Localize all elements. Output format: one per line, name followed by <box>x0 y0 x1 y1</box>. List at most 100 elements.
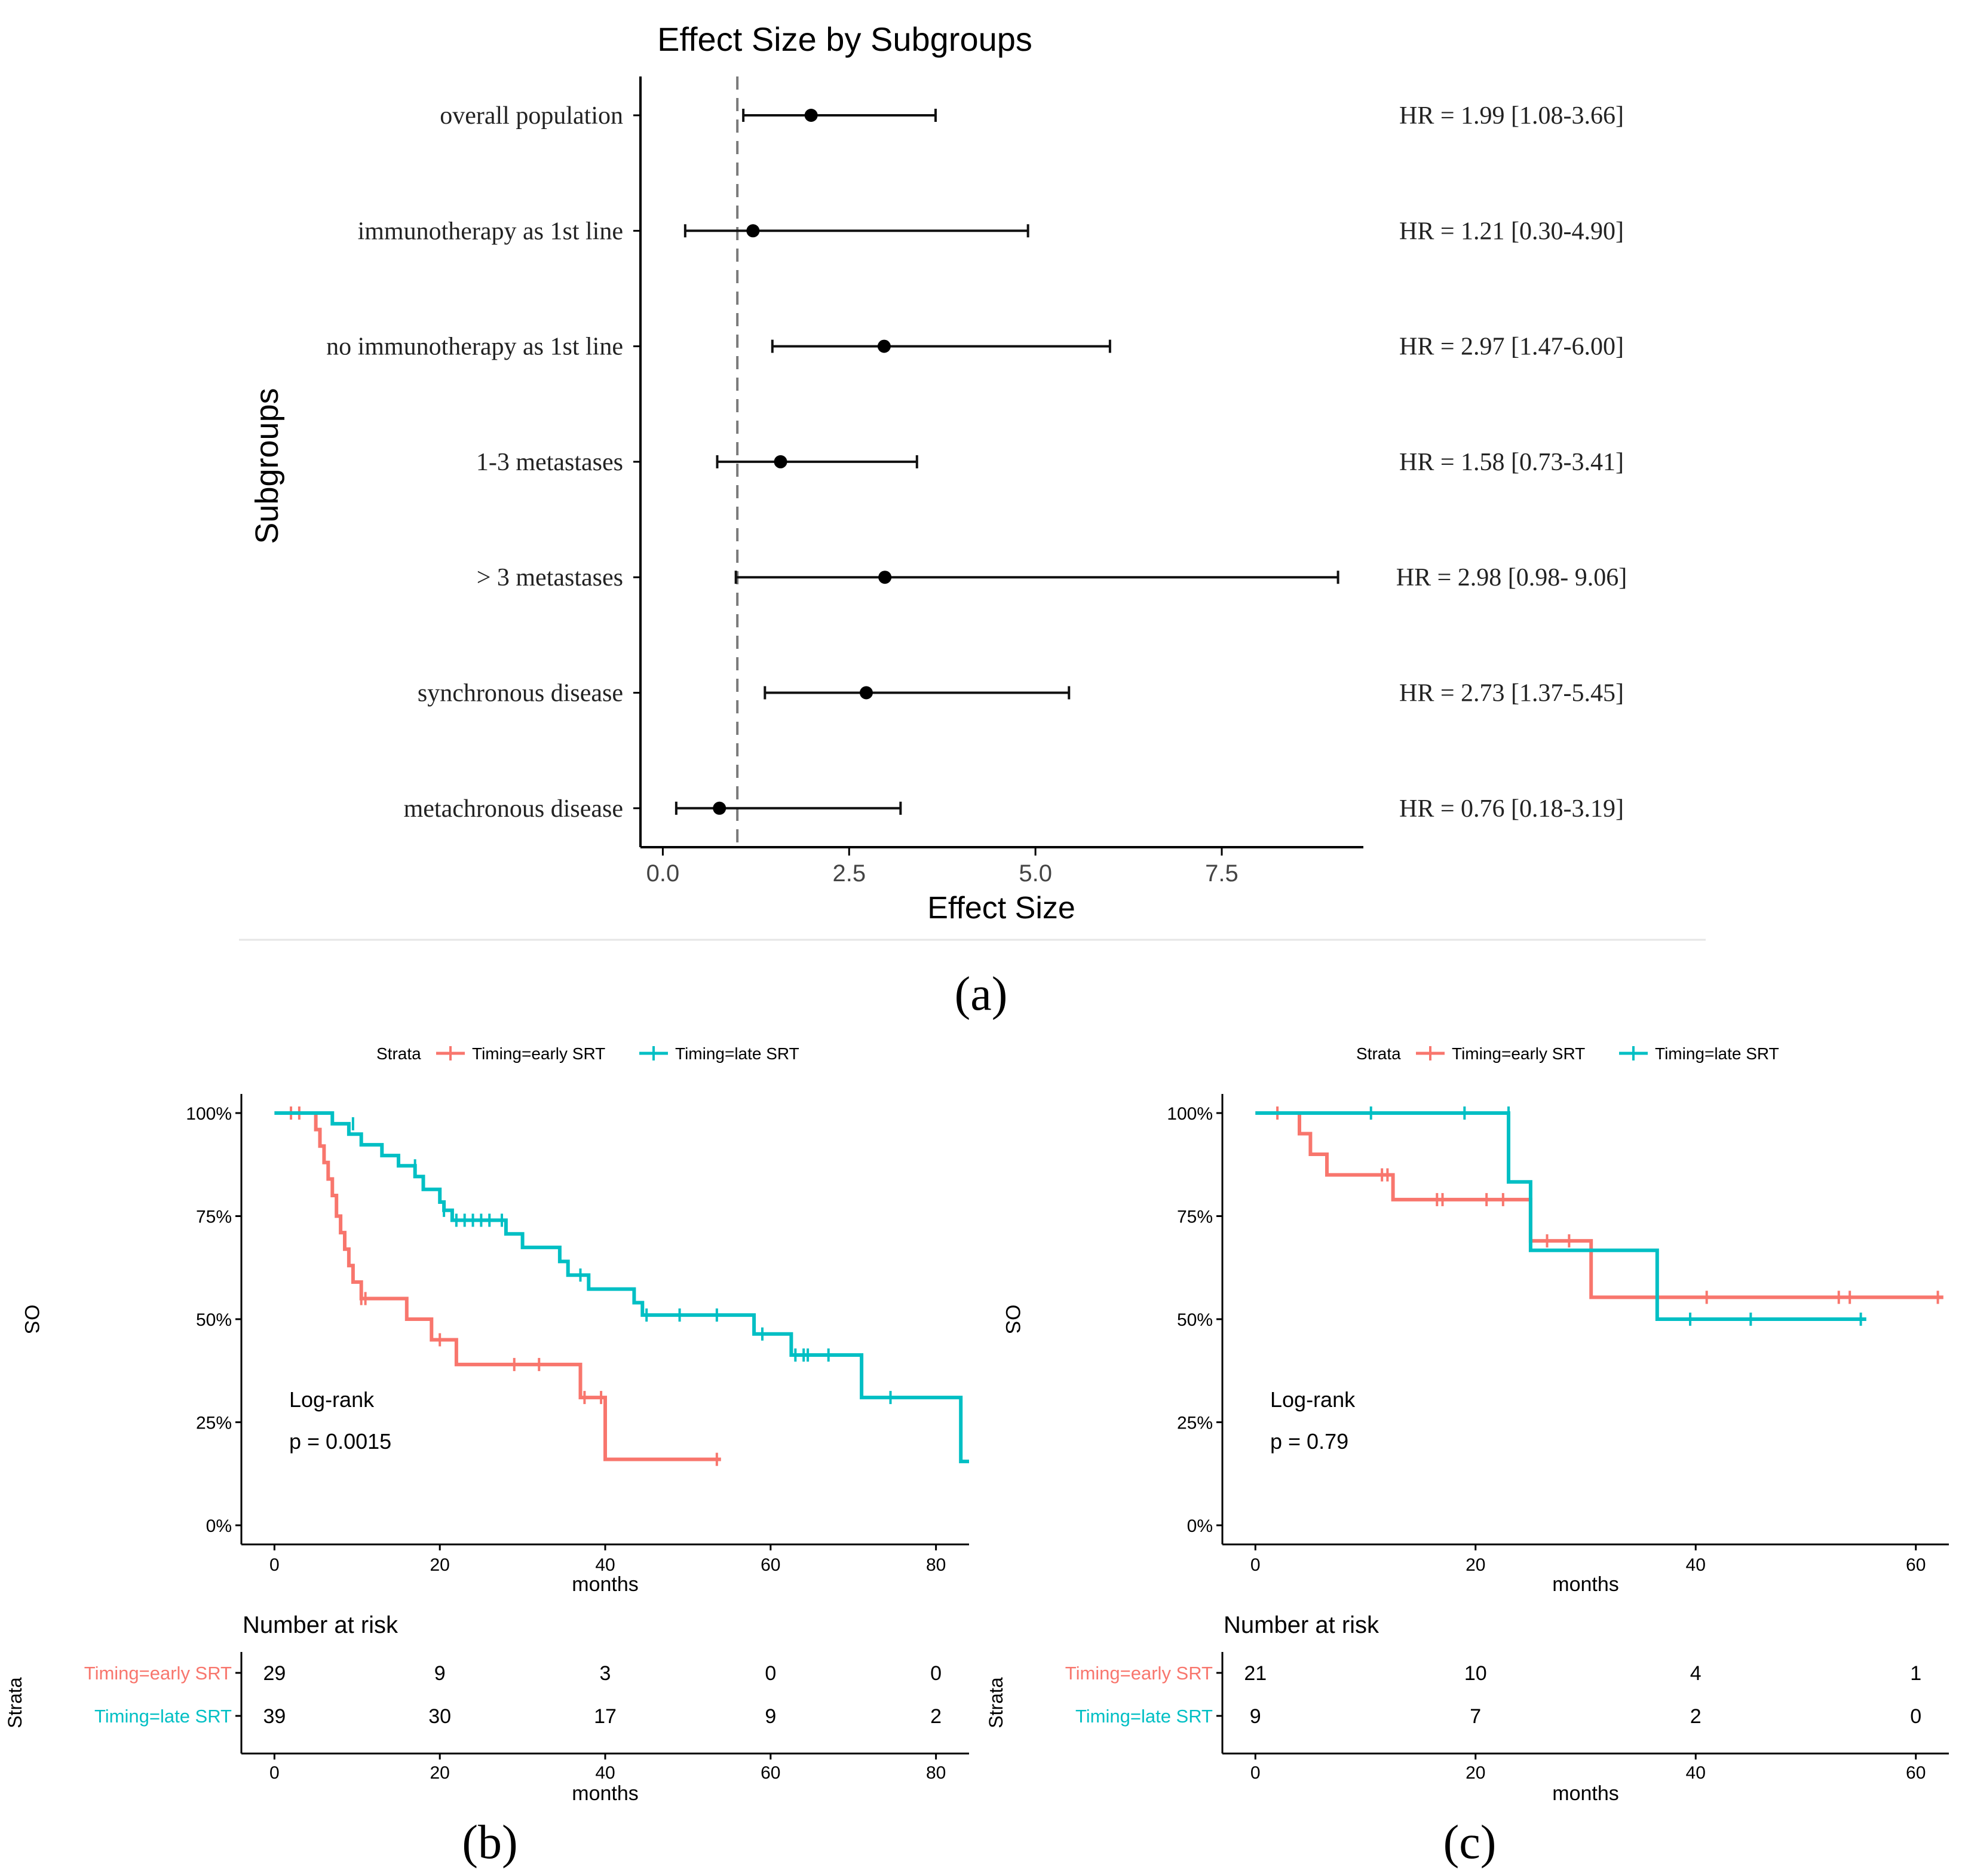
forest-row-label: 1-3 metastases <box>476 449 623 476</box>
forest-y-axis-label: Subgroups <box>249 388 285 544</box>
legend-entry-early: Timing=early SRT <box>1452 1044 1585 1063</box>
risk-x-tick-label: 40 <box>595 1763 615 1783</box>
legend-entry-early: Timing=early SRT <box>472 1044 605 1063</box>
forest-hr-annotation: HR = 1.99 [1.08-3.66] <box>1399 102 1624 130</box>
risk-y-axis-label: Strata <box>4 1677 26 1728</box>
risk-count-early: 4 <box>1690 1662 1702 1685</box>
km-x-tick-label: 0 <box>269 1555 280 1575</box>
risk-count-early: 0 <box>765 1662 776 1685</box>
km-y-tick-label: 75% <box>1177 1207 1213 1227</box>
panel-c-km-plot: Strata Timing=early SRT Timing=late SRT 0% 2… <box>985 1044 1949 1805</box>
forest-point-estimate <box>877 339 891 353</box>
legend-title: Strata <box>1356 1044 1401 1063</box>
km-y-tick-label: 50% <box>196 1310 232 1330</box>
risk-table-title: Number at risk <box>1224 1612 1379 1638</box>
risk-count-late: 2 <box>1690 1705 1702 1728</box>
forest-x-tick-label: 5.0 <box>1019 860 1052 887</box>
forest-x-tick-label: 7.5 <box>1205 860 1238 887</box>
km-x-tick-label: 20 <box>430 1555 449 1575</box>
forest-point-estimate <box>713 801 726 815</box>
risk-count-early: 0 <box>930 1662 942 1685</box>
forest-row-label: no immunotherapy as 1st line <box>326 333 623 361</box>
km-y-tick-label: 0% <box>1187 1516 1213 1536</box>
risk-table-title: Number at risk <box>243 1612 398 1638</box>
forest-x-tick-label: 0.0 <box>646 860 680 887</box>
km-x-tick-label: 80 <box>926 1555 946 1575</box>
legend-title: Strata <box>376 1044 421 1063</box>
risk-row-label-late: Timing=late SRT <box>1075 1706 1213 1727</box>
risk-count-early: 21 <box>1244 1662 1267 1685</box>
forest-row-label: immunotherapy as 1st line <box>358 217 623 245</box>
logrank-p-value: p = 0.79 <box>1270 1429 1348 1454</box>
forest-hr-annotation: HR = 2.73 [1.37-5.45] <box>1399 680 1624 707</box>
km-x-tick-label: 60 <box>761 1555 780 1575</box>
risk-row-label-early: Timing=early SRT <box>84 1663 232 1684</box>
km-x-tick-label: 40 <box>1686 1555 1706 1575</box>
km-y-tick-label: 25% <box>1177 1414 1213 1433</box>
forest-row-label: > 3 metastases <box>477 564 623 591</box>
risk-count-early: 10 <box>1464 1662 1487 1685</box>
km-x-axis-label: months <box>572 1573 639 1596</box>
risk-count-early: 1 <box>1910 1662 1921 1685</box>
km-curve-early <box>1255 1111 1943 1299</box>
forest-x-tick-label: 2.5 <box>832 860 866 887</box>
panel-label-c: (c) <box>1443 1816 1497 1869</box>
risk-x-tick-label: 20 <box>430 1763 449 1783</box>
forest-row-label: synchronous disease <box>418 680 623 707</box>
legend-entry-late: Timing=late SRT <box>675 1044 799 1063</box>
km-x-tick-label: 60 <box>1906 1555 1926 1575</box>
forest-row-label: metachronous disease <box>404 795 623 823</box>
forest-hr-annotation: HR = 1.58 [0.73-3.41] <box>1399 449 1624 476</box>
forest-point-estimate <box>804 109 818 122</box>
forest-hr-annotation: HR = 2.98 [0.98- 9.06] <box>1396 564 1627 591</box>
km-y-tick-label: 50% <box>1177 1310 1213 1330</box>
risk-count-late: 0 <box>1910 1705 1921 1728</box>
km-x-tick-label: 40 <box>595 1555 615 1575</box>
panel-label-a: (a) <box>955 968 1008 1020</box>
km-y-tick-label: 75% <box>196 1207 232 1227</box>
km-x-axis-label: months <box>1552 1573 1619 1596</box>
risk-y-axis-label: Strata <box>985 1677 1007 1728</box>
km-y-axis-label: OS <box>20 1304 43 1334</box>
risk-count-late: 7 <box>1470 1705 1481 1728</box>
forest-point-estimate <box>774 455 787 468</box>
panel-label-b: (b) <box>462 1816 517 1869</box>
forest-title: Effect Size by Subgroups <box>657 20 1032 58</box>
logrank-p-value: p = 0.0015 <box>289 1429 391 1454</box>
km-y-tick-label: 25% <box>196 1414 232 1433</box>
forest-point-estimate <box>859 686 873 700</box>
risk-x-tick-label: 20 <box>1466 1763 1485 1783</box>
km-x-tick-label: 0 <box>1250 1555 1261 1575</box>
risk-x-axis-label: months <box>1552 1782 1619 1805</box>
panel-a-forest-plot: Effect Size by Subgroups Subgroups Effec… <box>249 20 1627 925</box>
risk-count-late: 2 <box>930 1705 942 1728</box>
risk-row-label-early: Timing=early SRT <box>1065 1663 1213 1684</box>
logrank-label: Log-rank <box>1270 1387 1356 1412</box>
risk-x-tick-label: 40 <box>1686 1763 1706 1783</box>
risk-count-early: 3 <box>600 1662 611 1685</box>
forest-x-axis-label: Effect Size <box>927 891 1075 925</box>
forest-point-estimate <box>746 224 760 238</box>
risk-x-axis-label: months <box>572 1782 639 1805</box>
km-curve-early <box>274 1111 721 1461</box>
risk-count-late: 30 <box>428 1705 451 1728</box>
risk-count-late: 39 <box>263 1705 286 1728</box>
panel-b-km-plot: Strata Timing=early SRT Timing=late SRT 0% 2… <box>4 1044 969 1805</box>
km-x-tick-label: 20 <box>1466 1555 1485 1575</box>
legend-entry-late: Timing=late SRT <box>1655 1044 1779 1063</box>
risk-x-tick-label: 60 <box>1906 1763 1926 1783</box>
km-y-tick-label: 100% <box>1167 1104 1213 1124</box>
risk-x-tick-label: 0 <box>1250 1763 1261 1783</box>
risk-count-early: 29 <box>263 1662 286 1685</box>
forest-point-estimate <box>878 571 892 584</box>
forest-hr-annotation: HR = 2.97 [1.47-6.00] <box>1399 333 1624 361</box>
risk-count-late: 9 <box>765 1705 776 1728</box>
forest-hr-annotation: HR = 0.76 [0.18-3.19] <box>1399 795 1624 823</box>
risk-x-tick-label: 0 <box>269 1763 280 1783</box>
km-y-axis-label: OS <box>1001 1304 1024 1334</box>
forest-row-label: overall population <box>440 102 623 130</box>
risk-count-late: 9 <box>1250 1705 1261 1728</box>
risk-count-late: 17 <box>594 1705 617 1728</box>
forest-hr-annotation: HR = 1.21 [0.30-4.90] <box>1399 217 1624 245</box>
